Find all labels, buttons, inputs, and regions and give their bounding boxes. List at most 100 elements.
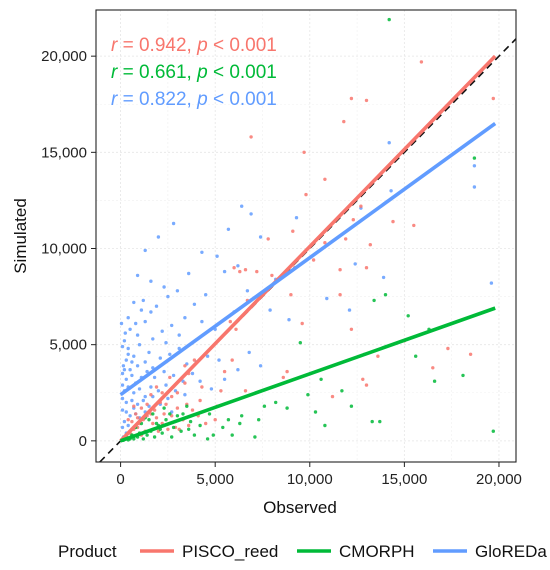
point-gloreda (162, 369, 166, 374)
point-gloreda (130, 398, 134, 403)
y-tick-label: 20,000 (41, 48, 87, 65)
point-gloreda (247, 350, 251, 355)
point-pisco-reed (351, 218, 355, 222)
point-gloreda (134, 321, 138, 326)
point-gloreda (126, 346, 130, 351)
point-gloreda (137, 343, 142, 347)
correlation-annotations: r = 0.942, p < 0.001 r = 0.661, p < 0.001… (111, 35, 277, 110)
point-pisco-reed (289, 293, 293, 297)
point-gloreda (147, 350, 151, 355)
point-gloreda (122, 368, 127, 372)
legend-label: CMORPH (339, 542, 415, 561)
point-gloreda (198, 379, 202, 383)
point-pisco-reed (170, 394, 174, 399)
annotation-value: < 0.001 (208, 62, 277, 83)
point-pisco-reed (139, 406, 144, 410)
correlation-annotation: r = 0.661, p < 0.001 (111, 62, 277, 83)
point-pisco-reed (468, 352, 473, 356)
point-pisco-reed (187, 423, 191, 428)
point-cmorph (170, 435, 174, 439)
point-cmorph (188, 419, 193, 424)
point-gloreda (145, 369, 149, 374)
point-pisco-reed (342, 119, 346, 124)
point-cmorph (187, 427, 191, 431)
annotation-symbol: r (111, 89, 118, 110)
point-gloreda (166, 294, 170, 299)
point-cmorph (387, 17, 391, 22)
point-cmorph (472, 156, 477, 160)
point-gloreda (152, 375, 157, 380)
point-gloreda (120, 371, 125, 376)
point-gloreda (387, 141, 391, 145)
point-cmorph (192, 433, 197, 437)
point-pisco-reed (270, 273, 274, 278)
point-gloreda (158, 356, 162, 360)
point-gloreda (168, 352, 172, 356)
point-pisco-reed (183, 364, 187, 368)
correlation-annotation: r = 0.942, p < 0.001 (111, 35, 277, 56)
point-cmorph (141, 437, 145, 441)
point-cmorph (370, 419, 374, 424)
point-cmorph (147, 418, 151, 422)
annotation-value: < 0.001 (208, 89, 277, 110)
point-cmorph (349, 404, 354, 408)
point-gloreda (120, 344, 125, 349)
point-pisco-reed (154, 416, 159, 420)
plot-border (95, 9, 517, 463)
point-cmorph (226, 418, 231, 422)
point-gloreda (121, 364, 126, 368)
x-tick-label: 10,000 (287, 471, 333, 488)
point-gloreda (160, 329, 164, 333)
point-pisco-reed (151, 421, 155, 426)
point-pisco-reed (344, 237, 348, 241)
point-gloreda (222, 377, 227, 381)
point-gloreda (170, 323, 174, 328)
point-pisco-reed (162, 412, 166, 416)
point-gloreda (268, 308, 272, 312)
point-gloreda (132, 354, 136, 358)
point-pisco-reed (376, 354, 380, 358)
point-gloreda (187, 271, 191, 276)
annotation-value: = 0.661, (117, 62, 197, 83)
point-gloreda (143, 248, 147, 253)
point-gloreda (236, 264, 240, 268)
point-pisco-reed (364, 266, 369, 270)
point-gloreda (128, 414, 132, 418)
point-gloreda (164, 383, 168, 387)
fit-line-pisco-reed (119, 54, 497, 443)
point-pisco-reed (419, 60, 424, 64)
point-gloreda (200, 319, 204, 324)
point-pisco-reed (192, 358, 197, 362)
point-pisco-reed (135, 416, 140, 420)
point-gloreda (472, 185, 477, 189)
point-gloreda (287, 318, 291, 322)
x-axis: 0 5,000 10,000 15,000 20,000 (116, 462, 522, 488)
point-gloreda (128, 368, 132, 372)
point-cmorph (240, 414, 244, 418)
annotation-symbol: p (196, 89, 208, 110)
point-pisco-reed (234, 327, 238, 331)
point-cmorph (285, 406, 289, 410)
point-pisco-reed (175, 406, 180, 410)
point-gloreda (171, 373, 176, 378)
point-pisco-reed (368, 243, 372, 247)
point-gloreda (249, 212, 253, 216)
point-pisco-reed (164, 402, 168, 406)
point-gloreda (177, 346, 181, 351)
x-axis-title: Observed (263, 498, 337, 517)
point-pisco-reed (304, 192, 308, 197)
point-cmorph (319, 377, 323, 381)
point-gloreda (119, 321, 124, 326)
point-gloreda (190, 371, 195, 376)
point-cmorph (432, 379, 437, 383)
point-gloreda (149, 310, 153, 314)
point-gloreda (215, 254, 219, 258)
point-cmorph (461, 373, 465, 378)
point-pisco-reed (238, 269, 242, 274)
point-gloreda (130, 360, 134, 364)
point-pisco-reed (166, 427, 170, 431)
point-pisco-reed (204, 421, 208, 426)
point-gloreda (347, 308, 352, 312)
point-gloreda (381, 275, 386, 280)
